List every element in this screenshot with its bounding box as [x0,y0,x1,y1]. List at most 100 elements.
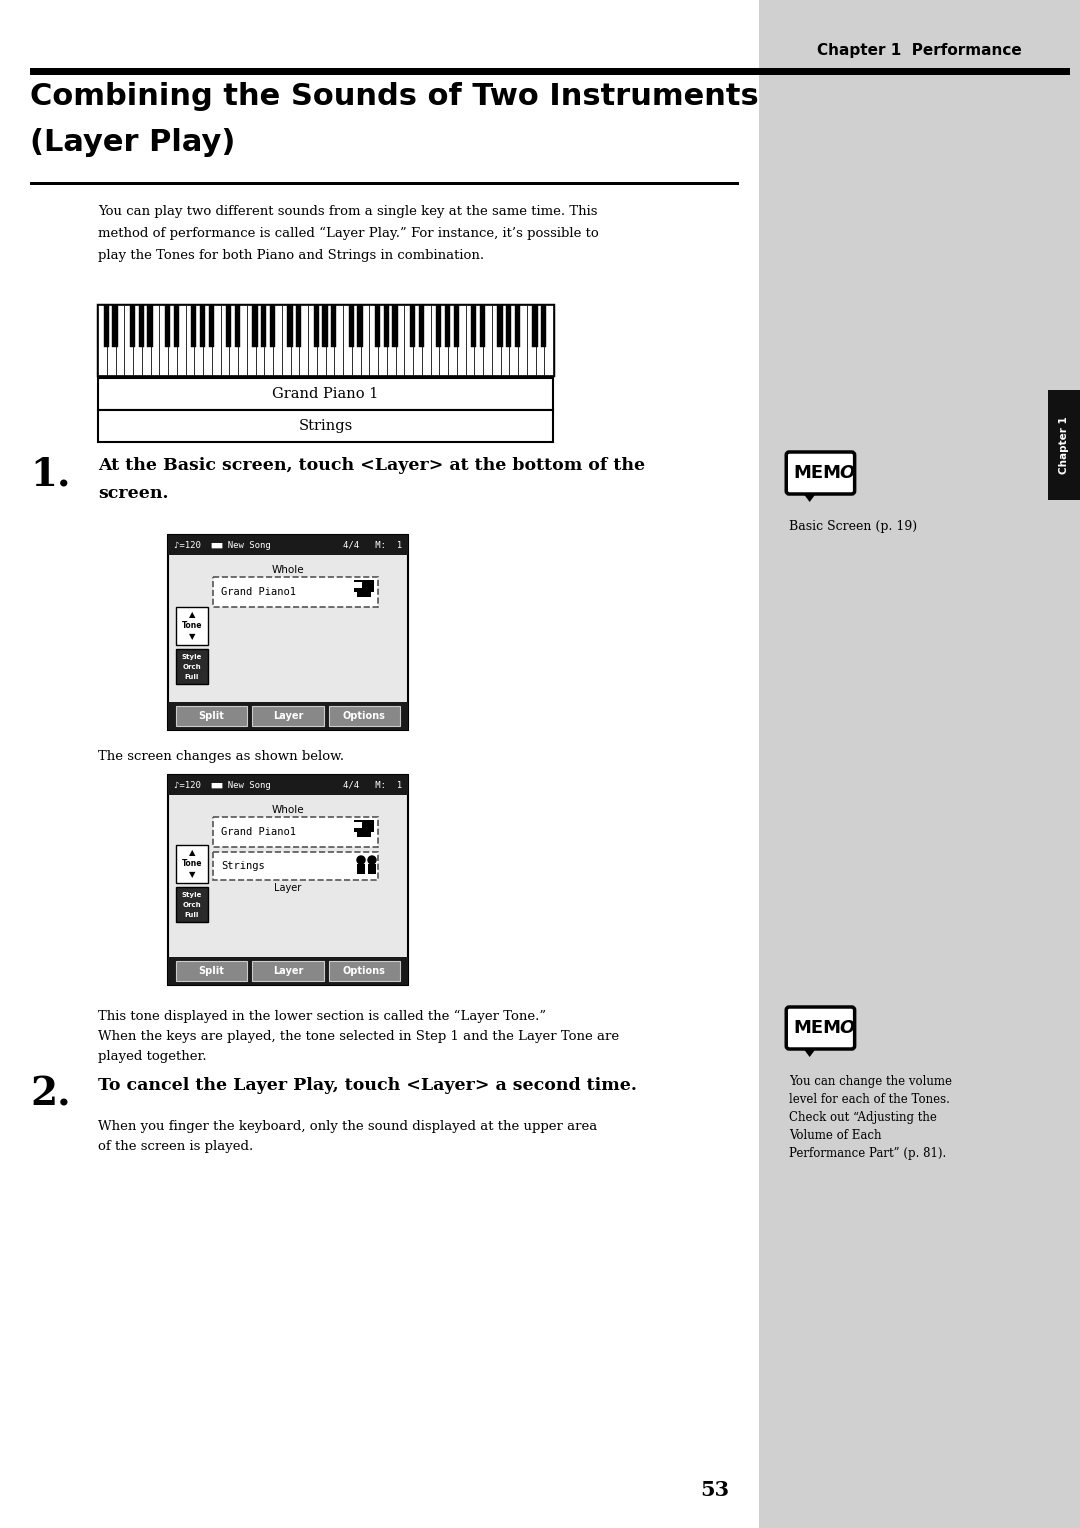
Bar [30,182,739,185]
Bar [299,306,308,374]
Bar [368,863,376,874]
Bar [200,306,205,347]
Bar [176,886,208,921]
Text: Grand Piano1: Grand Piano1 [221,587,296,597]
Bar [287,306,293,347]
Text: method of performance is called “Layer Play.” For instance, it’s possible to: method of performance is called “Layer P… [98,228,598,240]
Text: Whole: Whole [272,805,305,814]
Text: 4/4   M:  1: 4/4 M: 1 [342,541,402,550]
Bar [536,306,544,374]
Text: This tone displayed in the lower section is called the “Layer Tone.”: This tone displayed in the lower section… [98,1010,546,1024]
Text: Strings: Strings [221,860,265,871]
Bar [176,706,247,726]
Bar [159,306,168,374]
Polygon shape [804,494,815,503]
Bar [395,306,404,374]
Bar [308,306,316,374]
Text: Split: Split [199,711,225,721]
Bar [431,306,440,374]
Bar [480,306,485,347]
Bar [291,306,299,374]
Bar [168,775,408,795]
Bar [404,306,413,374]
Bar [357,833,372,837]
Bar [130,306,135,347]
Bar [343,306,352,374]
Bar [148,306,152,347]
Text: 53: 53 [700,1481,729,1500]
Bar [213,817,378,847]
Text: of the screen is played.: of the screen is played. [98,1140,253,1154]
Bar [357,306,363,347]
Bar [177,306,186,374]
Bar [471,306,476,347]
Text: Chapter 1: Chapter 1 [1059,416,1069,474]
Bar [282,306,291,374]
Bar [208,306,214,347]
Bar [246,306,256,374]
Text: level for each of the Tones.: level for each of the Tones. [789,1093,950,1106]
Bar [507,306,511,347]
Text: Layer: Layer [273,966,303,976]
Bar [354,582,362,588]
Bar [176,845,208,883]
Text: Full: Full [185,912,199,918]
Text: Strings: Strings [298,419,353,432]
Bar [165,306,170,347]
Bar [357,863,365,874]
Bar [238,306,246,374]
Bar [235,306,240,347]
Text: Layer: Layer [274,883,301,892]
Bar [440,306,448,374]
Text: Style: Style [181,654,202,660]
Bar [112,306,118,347]
Bar [323,306,327,347]
Bar [104,306,109,347]
Text: Orch: Orch [183,902,201,908]
Bar [168,957,408,986]
Text: Tone: Tone [181,859,202,868]
Bar [253,961,324,981]
Text: Combining the Sounds of Two Instruments: Combining the Sounds of Two Instruments [30,83,759,112]
Text: Check out “Adjusting the: Check out “Adjusting the [789,1111,937,1125]
Bar [334,306,343,374]
Bar [332,306,336,347]
Bar [419,306,423,347]
Text: play the Tones for both Piano and Strings in combination.: play the Tones for both Piano and String… [98,249,484,261]
Bar [759,0,1080,1528]
Bar [265,306,273,374]
Text: When you finger the keyboard, only the sound displayed at the upper area: When you finger the keyboard, only the s… [98,1120,597,1132]
Bar [413,306,422,374]
Text: Grand Piano 1: Grand Piano 1 [272,387,379,400]
Text: Options: Options [342,966,386,976]
Text: ▼: ▼ [189,871,195,880]
Bar [98,306,553,374]
Text: Split: Split [199,966,225,976]
Bar [544,306,553,374]
Bar [316,306,325,374]
Text: played together.: played together. [98,1050,206,1063]
Text: ▲: ▲ [189,848,195,857]
Bar [328,706,400,726]
Bar [387,306,395,374]
Bar [436,306,442,347]
Bar [256,306,265,374]
Bar [98,377,553,410]
Text: Whole: Whole [272,565,305,575]
Text: Orch: Orch [183,665,201,669]
Bar [253,306,257,347]
FancyBboxPatch shape [786,1007,854,1050]
Bar [354,581,374,591]
Circle shape [357,856,365,863]
Circle shape [368,856,376,863]
Text: 2.: 2. [30,1076,70,1112]
Bar [410,306,415,347]
Bar [168,701,408,730]
Bar [328,961,400,981]
Bar [445,306,450,347]
Bar [349,306,354,347]
Bar [454,306,459,347]
Bar [375,306,380,347]
Bar [150,306,159,374]
Bar [168,775,408,986]
